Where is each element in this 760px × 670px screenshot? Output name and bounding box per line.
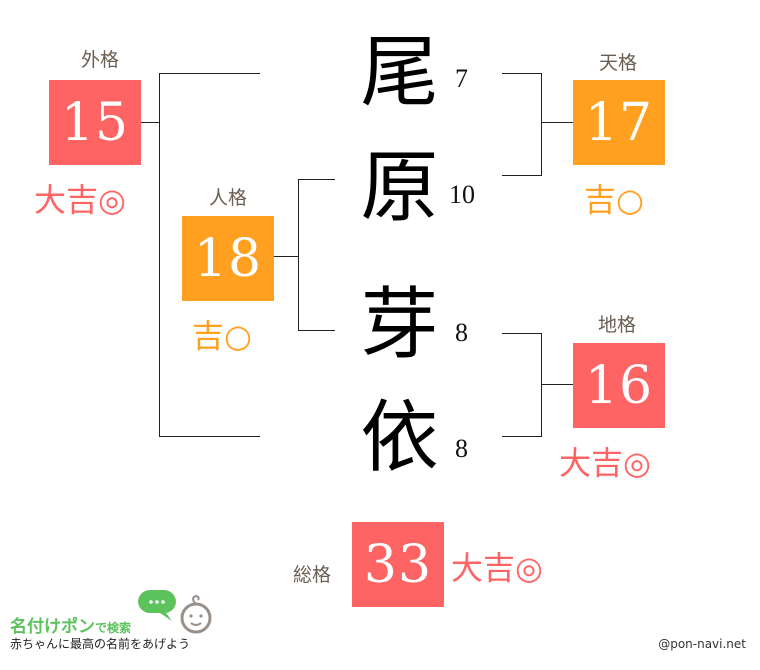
logo-tagline: 赤ちゃんに最高の名前をあげよう — [10, 637, 191, 651]
stroke-count-2: 10 — [449, 180, 475, 209]
gaikaku-value: 15 — [49, 80, 141, 165]
soukaku-value: 33 — [352, 522, 444, 607]
jinkaku-fortune: 吉○ — [192, 317, 252, 355]
bracket-line — [502, 73, 541, 74]
jinkaku-label: 人格 — [208, 187, 247, 209]
tenkaku-label: 天格 — [598, 52, 637, 74]
logo[interactable]: 名付けポンで検索 赤ちゃんに最高の名前をあげよう — [10, 588, 225, 652]
stroke-count-1: 7 — [455, 64, 468, 93]
bracket-line — [502, 175, 541, 176]
name-char-2: 原 — [360, 143, 439, 233]
gaikaku-label: 外格 — [80, 49, 119, 71]
bracket-line — [141, 122, 159, 123]
chikaku-label: 地格 — [597, 314, 636, 336]
soukaku-fortune: 大吉◎ — [451, 549, 543, 587]
name-char-3: 芽 — [360, 280, 439, 370]
bracket-line — [274, 256, 298, 257]
bracket-line — [159, 73, 160, 437]
bracket-line — [502, 333, 541, 334]
site-credit: @pon-navi.net — [658, 637, 746, 651]
bracket-line — [541, 333, 542, 437]
gaikaku-fortune: 大吉◎ — [34, 181, 126, 219]
bracket-line — [298, 330, 335, 331]
soukaku-label: 総格 — [292, 564, 331, 586]
baby-face-speech-bubble-icon — [138, 590, 212, 634]
tenkaku-fortune: 吉○ — [584, 181, 644, 219]
bracket-line — [541, 73, 542, 176]
stroke-count-3: 8 — [455, 318, 468, 347]
logo-title: 名付けポンで検索 — [10, 617, 132, 637]
bracket-line — [159, 73, 260, 74]
bracket-line — [298, 179, 299, 331]
name-char-1: 尾 — [360, 28, 439, 118]
chikaku-value: 16 — [573, 343, 665, 428]
bracket-line — [298, 179, 335, 180]
stroke-count-4: 8 — [455, 434, 468, 463]
chikaku-fortune: 大吉◎ — [559, 444, 651, 482]
bracket-line — [541, 122, 573, 123]
bracket-line — [502, 436, 541, 437]
bracket-line — [159, 436, 260, 437]
tenkaku-value: 17 — [573, 80, 665, 165]
jinkaku-value: 18 — [182, 216, 274, 301]
bracket-line — [541, 384, 573, 385]
name-char-4: 依 — [360, 393, 439, 483]
